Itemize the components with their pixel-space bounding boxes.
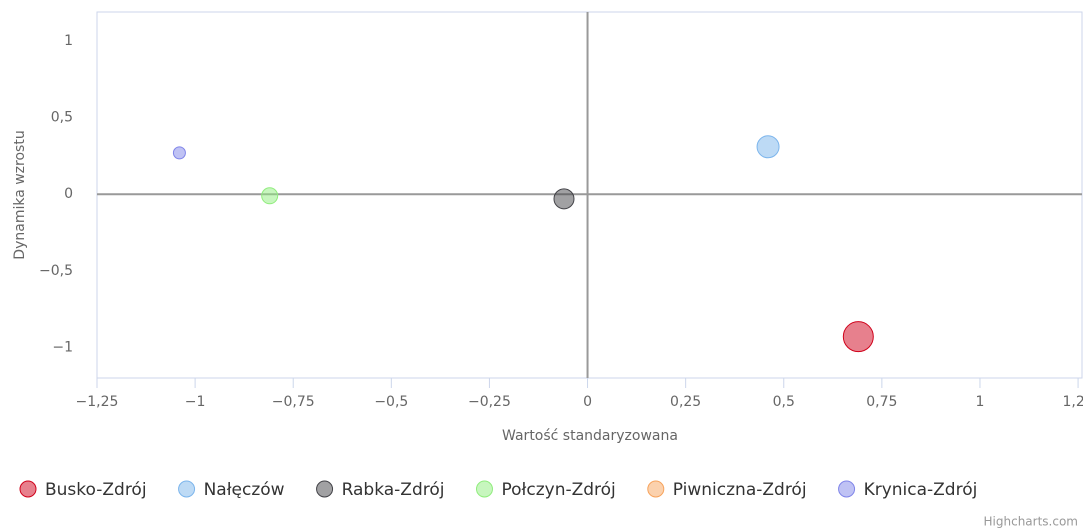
x-tick-label: 0,5 — [773, 394, 795, 410]
y-axis-title: Dynamika wzrostu — [12, 130, 28, 259]
legend-label: Nałęczów — [204, 480, 285, 500]
legend-label: Połczyn-Zdrój — [501, 480, 615, 500]
x-tick-label: 1,25 — [1062, 394, 1083, 410]
x-tick-label: 0,25 — [670, 394, 701, 410]
x-tick-label: 1 — [976, 394, 985, 410]
legend-marker — [838, 480, 856, 498]
bubble — [756, 135, 780, 159]
x-tick-label: −0,5 — [374, 394, 408, 410]
x-axis-title: Wartość standaryzowana — [502, 428, 678, 444]
y-tick-label: 0 — [64, 186, 73, 202]
x-tick-label: −1,25 — [76, 394, 119, 410]
legend-label: Rabka-Zdrój — [342, 480, 445, 500]
legend-marker — [19, 480, 37, 498]
legend-label: Busko-Zdrój — [45, 480, 147, 500]
bubble — [172, 146, 186, 160]
y-tick-label: 1 — [64, 33, 73, 49]
x-tick-label: 0 — [583, 394, 592, 410]
credits: Highcharts.com — [984, 515, 1078, 529]
bubble — [553, 188, 575, 210]
legend-label: Krynica-Zdrój — [864, 480, 978, 500]
y-tick-label: −1 — [52, 339, 73, 355]
y-tick-label: −0,5 — [39, 263, 73, 279]
legend-marker — [647, 480, 665, 498]
x-tick-label: −0,75 — [272, 394, 315, 410]
legend-marker — [316, 480, 334, 498]
legend-marker — [475, 480, 493, 498]
legend-marker — [178, 480, 196, 498]
x-tick-label: −1 — [185, 394, 206, 410]
bubble — [261, 187, 279, 205]
bubble — [842, 321, 874, 353]
x-tick-label: −0,25 — [468, 394, 511, 410]
legend-label: Piwniczna-Zdrój — [673, 480, 807, 500]
x-tick-label: 0,75 — [866, 394, 897, 410]
y-tick-label: 0,5 — [51, 110, 73, 126]
